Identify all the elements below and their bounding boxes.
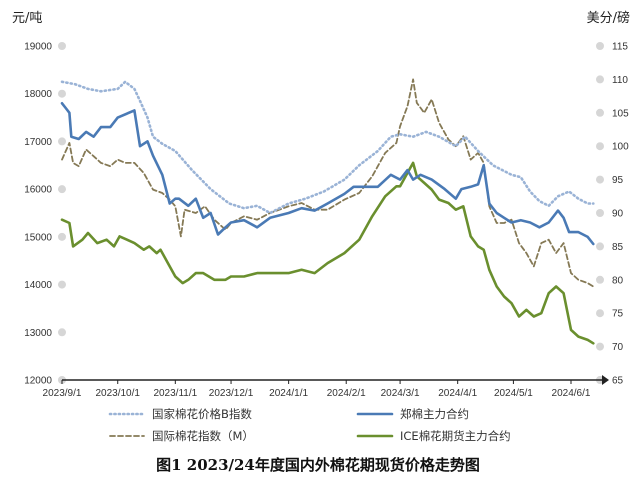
right-tick-marker <box>596 175 604 184</box>
left-tick-marker <box>58 328 66 337</box>
left-tick-marker <box>58 232 66 241</box>
right-tick-label: 100 <box>612 142 629 153</box>
left-tick-label: 14000 <box>24 280 52 291</box>
right-tick-label: 110 <box>612 75 628 86</box>
left-tick-marker <box>58 185 66 194</box>
right-tick-marker <box>596 275 604 284</box>
right-tick-marker <box>596 75 604 84</box>
series-line-3 <box>60 161 595 345</box>
x-tick-label: 2024/5/1 <box>494 388 533 399</box>
right-tick-label: 80 <box>612 275 624 286</box>
right-tick-marker <box>596 242 604 251</box>
axes-layer: 元/吨 美分/磅 12000 13000 14000 15000 16000 17000 180… <box>12 10 630 399</box>
series-layer <box>60 78 595 345</box>
x-tick-label: 2024/4/1 <box>438 388 477 399</box>
right-tick-label: 75 <box>612 309 624 320</box>
left-tick-label: 16000 <box>24 185 52 196</box>
right-tick-label: 105 <box>612 108 629 119</box>
legend-label-3: ICE棉花期货主力合约 <box>400 429 511 443</box>
left-tick-label: 18000 <box>24 89 52 100</box>
x-tick-label: 2024/3/1 <box>381 388 420 399</box>
right-tick-marker <box>596 142 604 151</box>
x-tick-label: 2024/2/1 <box>327 388 366 399</box>
right-tick-marker <box>596 342 604 351</box>
right-tick-label: 70 <box>612 342 624 353</box>
series-line-1 <box>60 102 595 246</box>
right-tick-marker <box>596 42 604 50</box>
x-tick-label: 2024/1/1 <box>269 388 308 399</box>
legend-label-1: 郑棉主力合约 <box>400 407 469 421</box>
right-tick-marker <box>596 209 604 217</box>
series-line-2 <box>61 78 595 288</box>
chart-title: 图1 2023/24年度国内外棉花期现货价格走势图 <box>156 456 480 474</box>
x-tick-label: 2023/12/1 <box>209 388 254 399</box>
left-tick-label: 13000 <box>24 328 52 339</box>
right-tick-marker <box>596 108 604 117</box>
left-tick-label: 12000 <box>24 376 52 387</box>
left-tick-marker <box>58 280 66 289</box>
left-tick-label: 15000 <box>24 232 52 243</box>
legend-label-0: 国家棉花价格B指数 <box>152 407 252 421</box>
left-tick-marker <box>58 137 66 146</box>
right-axis-unit: 美分/磅 <box>587 10 630 26</box>
left-tick-label: 17000 <box>24 137 52 148</box>
right-tick-label: 65 <box>612 376 624 387</box>
right-tick-marker <box>596 309 604 318</box>
x-tick-label: 2023/11/1 <box>153 388 197 399</box>
x-axis-arrow <box>602 375 609 385</box>
left-tick-label: 19000 <box>24 42 52 53</box>
right-tick-label: 90 <box>612 209 624 220</box>
x-tick-label: 2024/6/1 <box>552 388 591 399</box>
right-tick-label: 95 <box>612 175 624 186</box>
left-tick-marker <box>58 42 66 50</box>
x-tick-label: 2023/9/1 <box>43 388 82 399</box>
right-tick-label: 115 <box>612 42 628 53</box>
left-axis-unit: 元/吨 <box>12 11 42 26</box>
left-tick-marker <box>58 89 66 98</box>
right-tick-label: 85 <box>612 242 624 253</box>
series-line-0 <box>60 80 595 215</box>
legend-label-2: 国际棉花指数（M） <box>152 429 254 443</box>
x-tick-label: 2023/10/1 <box>95 388 140 399</box>
